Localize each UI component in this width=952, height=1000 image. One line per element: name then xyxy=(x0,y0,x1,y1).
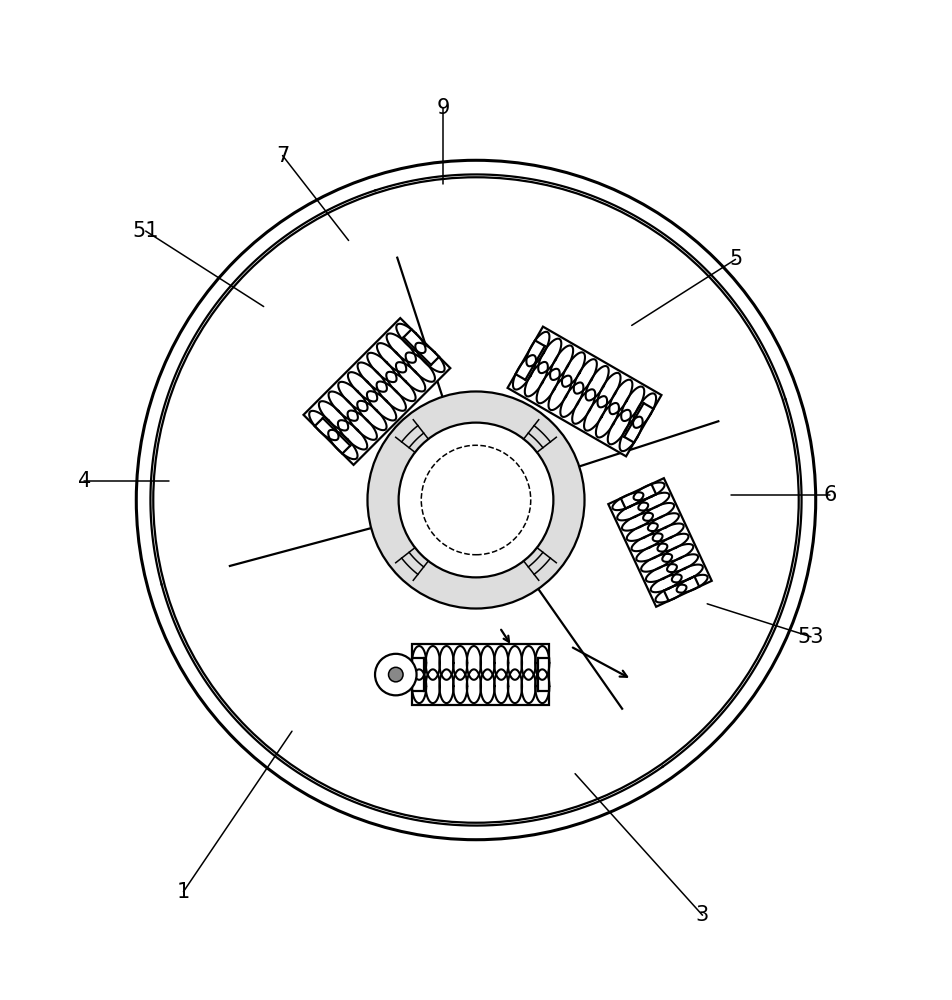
Text: 5: 5 xyxy=(729,249,743,269)
Text: 4: 4 xyxy=(78,471,91,491)
Text: 1: 1 xyxy=(177,882,190,902)
Circle shape xyxy=(399,423,553,577)
Circle shape xyxy=(422,445,530,555)
Text: 6: 6 xyxy=(823,485,837,505)
Circle shape xyxy=(388,667,403,682)
Text: 51: 51 xyxy=(132,221,159,241)
Circle shape xyxy=(375,654,417,695)
Polygon shape xyxy=(608,478,712,607)
Circle shape xyxy=(367,391,585,609)
Text: 7: 7 xyxy=(276,146,289,166)
Circle shape xyxy=(136,160,816,840)
Polygon shape xyxy=(304,318,450,465)
Text: 53: 53 xyxy=(798,627,824,647)
Polygon shape xyxy=(412,644,549,705)
Text: 9: 9 xyxy=(436,98,449,118)
Text: 3: 3 xyxy=(696,905,709,925)
Polygon shape xyxy=(507,327,662,456)
